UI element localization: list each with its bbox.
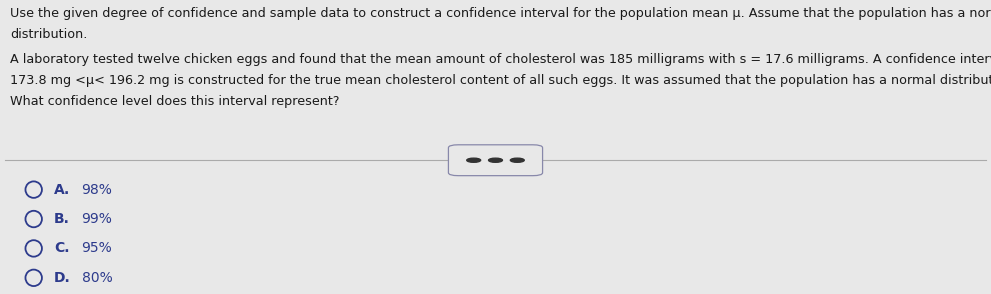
Text: D.: D.	[54, 271, 70, 285]
FancyBboxPatch shape	[448, 145, 543, 176]
Text: C.: C.	[54, 241, 69, 255]
Circle shape	[489, 158, 502, 162]
Text: 99%: 99%	[81, 212, 112, 226]
Text: A.: A.	[54, 183, 70, 197]
Text: 95%: 95%	[81, 241, 112, 255]
Text: What confidence level does this interval represent?: What confidence level does this interval…	[10, 95, 339, 108]
Text: Use the given degree of confidence and sample data to construct a confidence int: Use the given degree of confidence and s…	[10, 7, 991, 20]
Text: 98%: 98%	[81, 183, 112, 197]
Text: B.: B.	[54, 212, 69, 226]
Circle shape	[467, 158, 481, 162]
Circle shape	[510, 158, 524, 162]
Text: 80%: 80%	[81, 271, 112, 285]
Text: A laboratory tested twelve chicken eggs and found that the mean amount of choles: A laboratory tested twelve chicken eggs …	[10, 53, 991, 66]
Text: distribution.: distribution.	[10, 28, 87, 41]
Text: 173.8 mg <μ< 196.2 mg is constructed for the true mean cholesterol content of al: 173.8 mg <μ< 196.2 mg is constructed for…	[10, 74, 991, 87]
